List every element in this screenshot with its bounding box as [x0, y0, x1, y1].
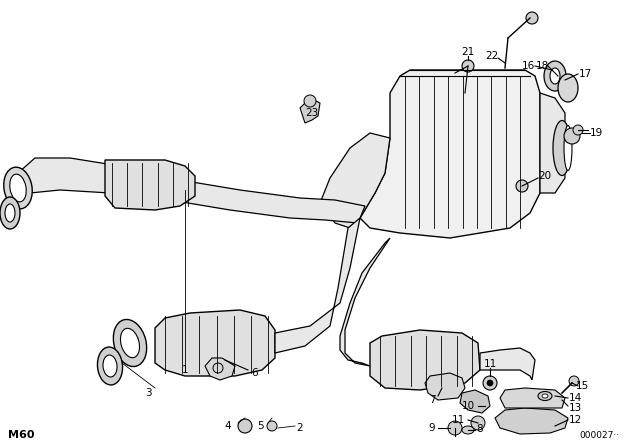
Ellipse shape — [462, 426, 474, 434]
Text: M60: M60 — [8, 430, 35, 440]
Circle shape — [448, 421, 462, 435]
Ellipse shape — [550, 68, 560, 84]
Circle shape — [238, 419, 252, 433]
Text: 4: 4 — [225, 421, 231, 431]
Polygon shape — [360, 70, 540, 238]
Text: 15: 15 — [575, 381, 589, 391]
Ellipse shape — [113, 319, 147, 366]
Polygon shape — [370, 330, 480, 390]
Circle shape — [516, 180, 528, 192]
Text: 10: 10 — [461, 401, 475, 411]
Circle shape — [483, 376, 497, 390]
Circle shape — [304, 95, 316, 107]
Polygon shape — [495, 408, 568, 434]
Polygon shape — [460, 390, 490, 413]
Ellipse shape — [544, 61, 566, 91]
Polygon shape — [300, 98, 320, 123]
Text: 5: 5 — [257, 421, 263, 431]
Ellipse shape — [103, 355, 117, 377]
Polygon shape — [105, 160, 195, 210]
Text: 11: 11 — [483, 359, 497, 369]
Circle shape — [471, 416, 485, 430]
Text: 23: 23 — [305, 108, 319, 118]
Text: 18: 18 — [536, 61, 548, 71]
Ellipse shape — [120, 328, 140, 358]
Ellipse shape — [5, 204, 15, 222]
Polygon shape — [205, 358, 235, 380]
Text: 20: 20 — [538, 171, 552, 181]
Ellipse shape — [10, 174, 26, 202]
Polygon shape — [10, 158, 365, 223]
Circle shape — [526, 12, 538, 24]
Text: 1: 1 — [182, 365, 188, 375]
Text: 13: 13 — [568, 403, 582, 413]
Text: 14: 14 — [568, 393, 582, 403]
Text: 000027··: 000027·· — [580, 431, 620, 440]
Text: 6: 6 — [252, 368, 259, 378]
Text: 7: 7 — [429, 395, 435, 405]
Text: 8: 8 — [477, 424, 483, 434]
Ellipse shape — [538, 392, 552, 401]
Ellipse shape — [0, 197, 20, 229]
Text: 19: 19 — [589, 128, 603, 138]
Ellipse shape — [542, 394, 548, 398]
Ellipse shape — [558, 74, 578, 102]
Text: 9: 9 — [429, 423, 435, 433]
Text: 22: 22 — [485, 51, 499, 61]
Circle shape — [573, 125, 583, 135]
Polygon shape — [155, 310, 275, 376]
Polygon shape — [340, 238, 390, 366]
Circle shape — [267, 421, 277, 431]
Polygon shape — [275, 218, 360, 353]
Ellipse shape — [97, 347, 123, 385]
Text: 2: 2 — [297, 423, 303, 433]
Text: 11: 11 — [451, 415, 465, 425]
Polygon shape — [540, 93, 565, 193]
Ellipse shape — [564, 125, 572, 171]
Text: 3: 3 — [145, 388, 151, 398]
Text: 17: 17 — [579, 69, 591, 79]
Ellipse shape — [553, 121, 571, 176]
Text: 12: 12 — [568, 415, 582, 425]
Circle shape — [487, 380, 493, 386]
Text: 16: 16 — [522, 61, 534, 71]
Polygon shape — [480, 348, 535, 380]
Text: 21: 21 — [461, 47, 475, 57]
Circle shape — [569, 376, 579, 386]
Ellipse shape — [4, 167, 32, 209]
Circle shape — [564, 128, 580, 144]
Polygon shape — [320, 133, 390, 228]
Circle shape — [462, 60, 474, 72]
Polygon shape — [425, 373, 465, 400]
Polygon shape — [500, 388, 565, 408]
